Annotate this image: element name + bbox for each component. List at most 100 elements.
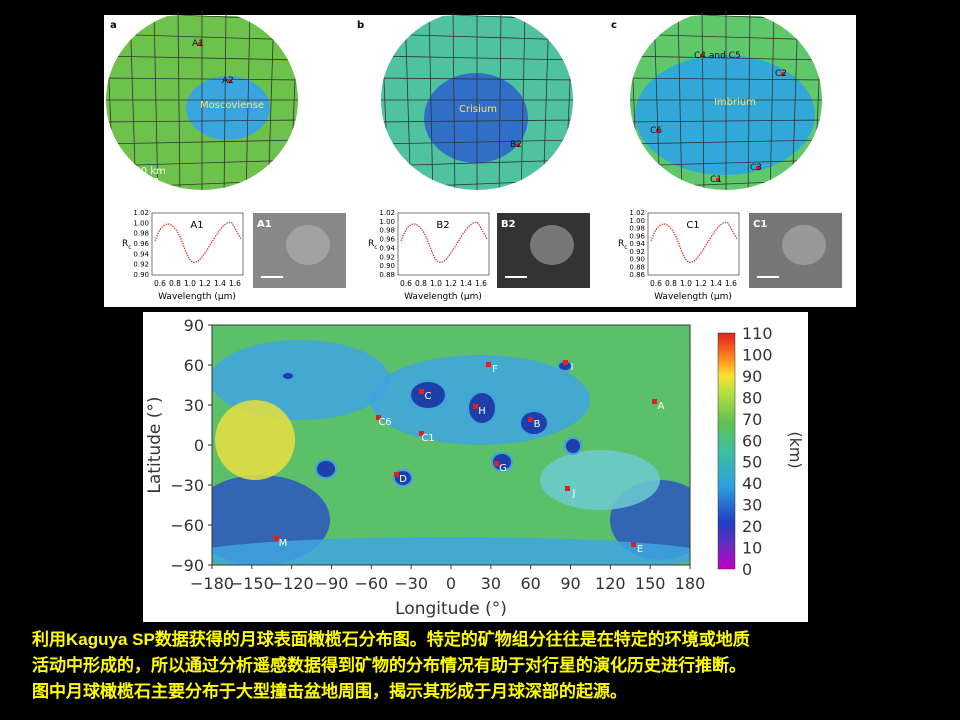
globe: [630, 10, 822, 190]
inset-feature: [530, 225, 574, 265]
globe-grid: [630, 119, 822, 123]
site-label: J: [572, 488, 576, 499]
x-tick-label: −120: [270, 574, 314, 593]
x-tick-label: −180: [190, 574, 234, 593]
y-tick-label: 0.90: [379, 262, 395, 270]
site-marker: [781, 72, 785, 76]
scale-label: 100 km: [128, 166, 166, 177]
spectrum-frame: [647, 212, 740, 276]
basin-area: [635, 55, 815, 175]
panel-label: a: [110, 20, 117, 31]
x-tick-label: 1.4: [710, 279, 722, 288]
basin-area: [424, 73, 528, 163]
y-axis-label: Rc: [368, 239, 378, 251]
globe-grid: [747, 10, 751, 190]
spectrum-curve: [400, 222, 488, 263]
site-label: C: [425, 391, 432, 402]
x-tick-label: 120: [595, 574, 626, 593]
x-tick-label: 1.0: [680, 279, 692, 288]
site-label: C6: [650, 126, 662, 136]
y-tick-label: 0.92: [629, 248, 645, 256]
y-tick-label: −90: [170, 556, 204, 575]
site-label: A2: [222, 76, 234, 86]
x-tick-label: 1.2: [199, 279, 211, 288]
globe-grid: [498, 10, 502, 190]
site-label: G: [499, 463, 507, 474]
map-region: [212, 537, 690, 565]
site-label: F: [492, 364, 498, 375]
site-label: C1: [421, 433, 434, 444]
site-marker: [700, 54, 704, 58]
y-tick-label: 0.96: [379, 236, 395, 244]
y-tick-label: 0.98: [379, 227, 395, 235]
x-tick-label: 0.6: [650, 279, 662, 288]
x-axis-label: Wavelength (μm): [654, 292, 732, 302]
globe-grid: [381, 139, 573, 145]
site-label: B2: [510, 140, 522, 150]
caption-line: 图中月球橄榄石主要分布于大型撞击盆地周围，揭示其形成于月球深部的起源。: [32, 681, 627, 702]
x-tick-label: 0.6: [400, 279, 412, 288]
spectrum-title: A1: [190, 220, 203, 231]
globe-grid: [153, 10, 159, 190]
olivine-site: [565, 486, 570, 491]
site-label: C2: [775, 69, 787, 79]
map-image: [212, 325, 690, 565]
site-label: C1: [710, 175, 722, 185]
basin: [491, 452, 513, 472]
x-tick-label: 1.6: [229, 279, 241, 288]
map-region: [215, 400, 295, 480]
x-tick-label: 1.4: [214, 279, 226, 288]
site-marker: [228, 79, 232, 83]
scale-label: 200 km: [628, 166, 666, 177]
olivine-site: [528, 417, 533, 422]
y-axis-label-sub: c: [128, 244, 131, 251]
y-tick-label: 1.00: [133, 219, 149, 227]
colorbar-tick-label: 100: [742, 345, 773, 364]
y-tick-label: 0.94: [629, 240, 645, 248]
olivine-site: [419, 389, 424, 394]
y-axis-label-main: R: [618, 239, 624, 249]
inset-feature: [286, 225, 330, 265]
globe-grid: [428, 10, 434, 190]
inset-label: A1: [257, 219, 272, 230]
y-tick-label: 0.92: [379, 253, 395, 261]
globe-grid: [177, 10, 181, 190]
globe-grid: [677, 10, 683, 190]
globe-grid: [630, 139, 822, 145]
basin: [281, 371, 295, 381]
basin-label: Moscoviense: [200, 100, 264, 111]
x-tick-label: −150: [230, 574, 274, 593]
olivine-site: [394, 472, 399, 477]
x-tick-label: 0.8: [665, 279, 677, 288]
basin: [564, 437, 582, 455]
scale-bar: [628, 178, 658, 182]
colorbar-tick-label: 60: [742, 431, 762, 450]
inset-feature: [782, 225, 826, 265]
colorbar-tick-label: 30: [742, 496, 762, 515]
x-tick-label: 90: [560, 574, 580, 593]
scale-bar: [376, 178, 406, 182]
x-tick-label: 0.8: [415, 279, 427, 288]
y-tick-label: 0.92: [133, 261, 149, 269]
colorbar-tick-label: 10: [742, 539, 762, 558]
x-axis-label: Wavelength (μm): [158, 292, 236, 302]
panel-label: c: [611, 20, 617, 31]
x-tick-label: 1.6: [475, 279, 487, 288]
x-tick-label: 180: [675, 574, 706, 593]
y-tick-label: 0.98: [133, 230, 149, 238]
colorbar-tick-label: 80: [742, 388, 762, 407]
y-tick-label: 1.02: [379, 209, 395, 217]
site-label: A1: [192, 39, 204, 49]
spectrum-curve: [154, 222, 242, 263]
y-tick-label: 0.96: [629, 232, 645, 240]
map-region: [540, 450, 660, 510]
y-tick-label: 0.94: [379, 244, 395, 252]
y-tick-label: 0.94: [133, 250, 149, 258]
caption-text: 利用: [32, 629, 66, 650]
olivine-site: [376, 415, 381, 420]
colorbar-tick-label: 40: [742, 474, 762, 493]
y-tick-label: 1.00: [379, 218, 395, 226]
site-label: C6: [378, 417, 391, 428]
y-tick-label: 0.96: [133, 240, 149, 248]
olivine-site: [631, 542, 636, 547]
